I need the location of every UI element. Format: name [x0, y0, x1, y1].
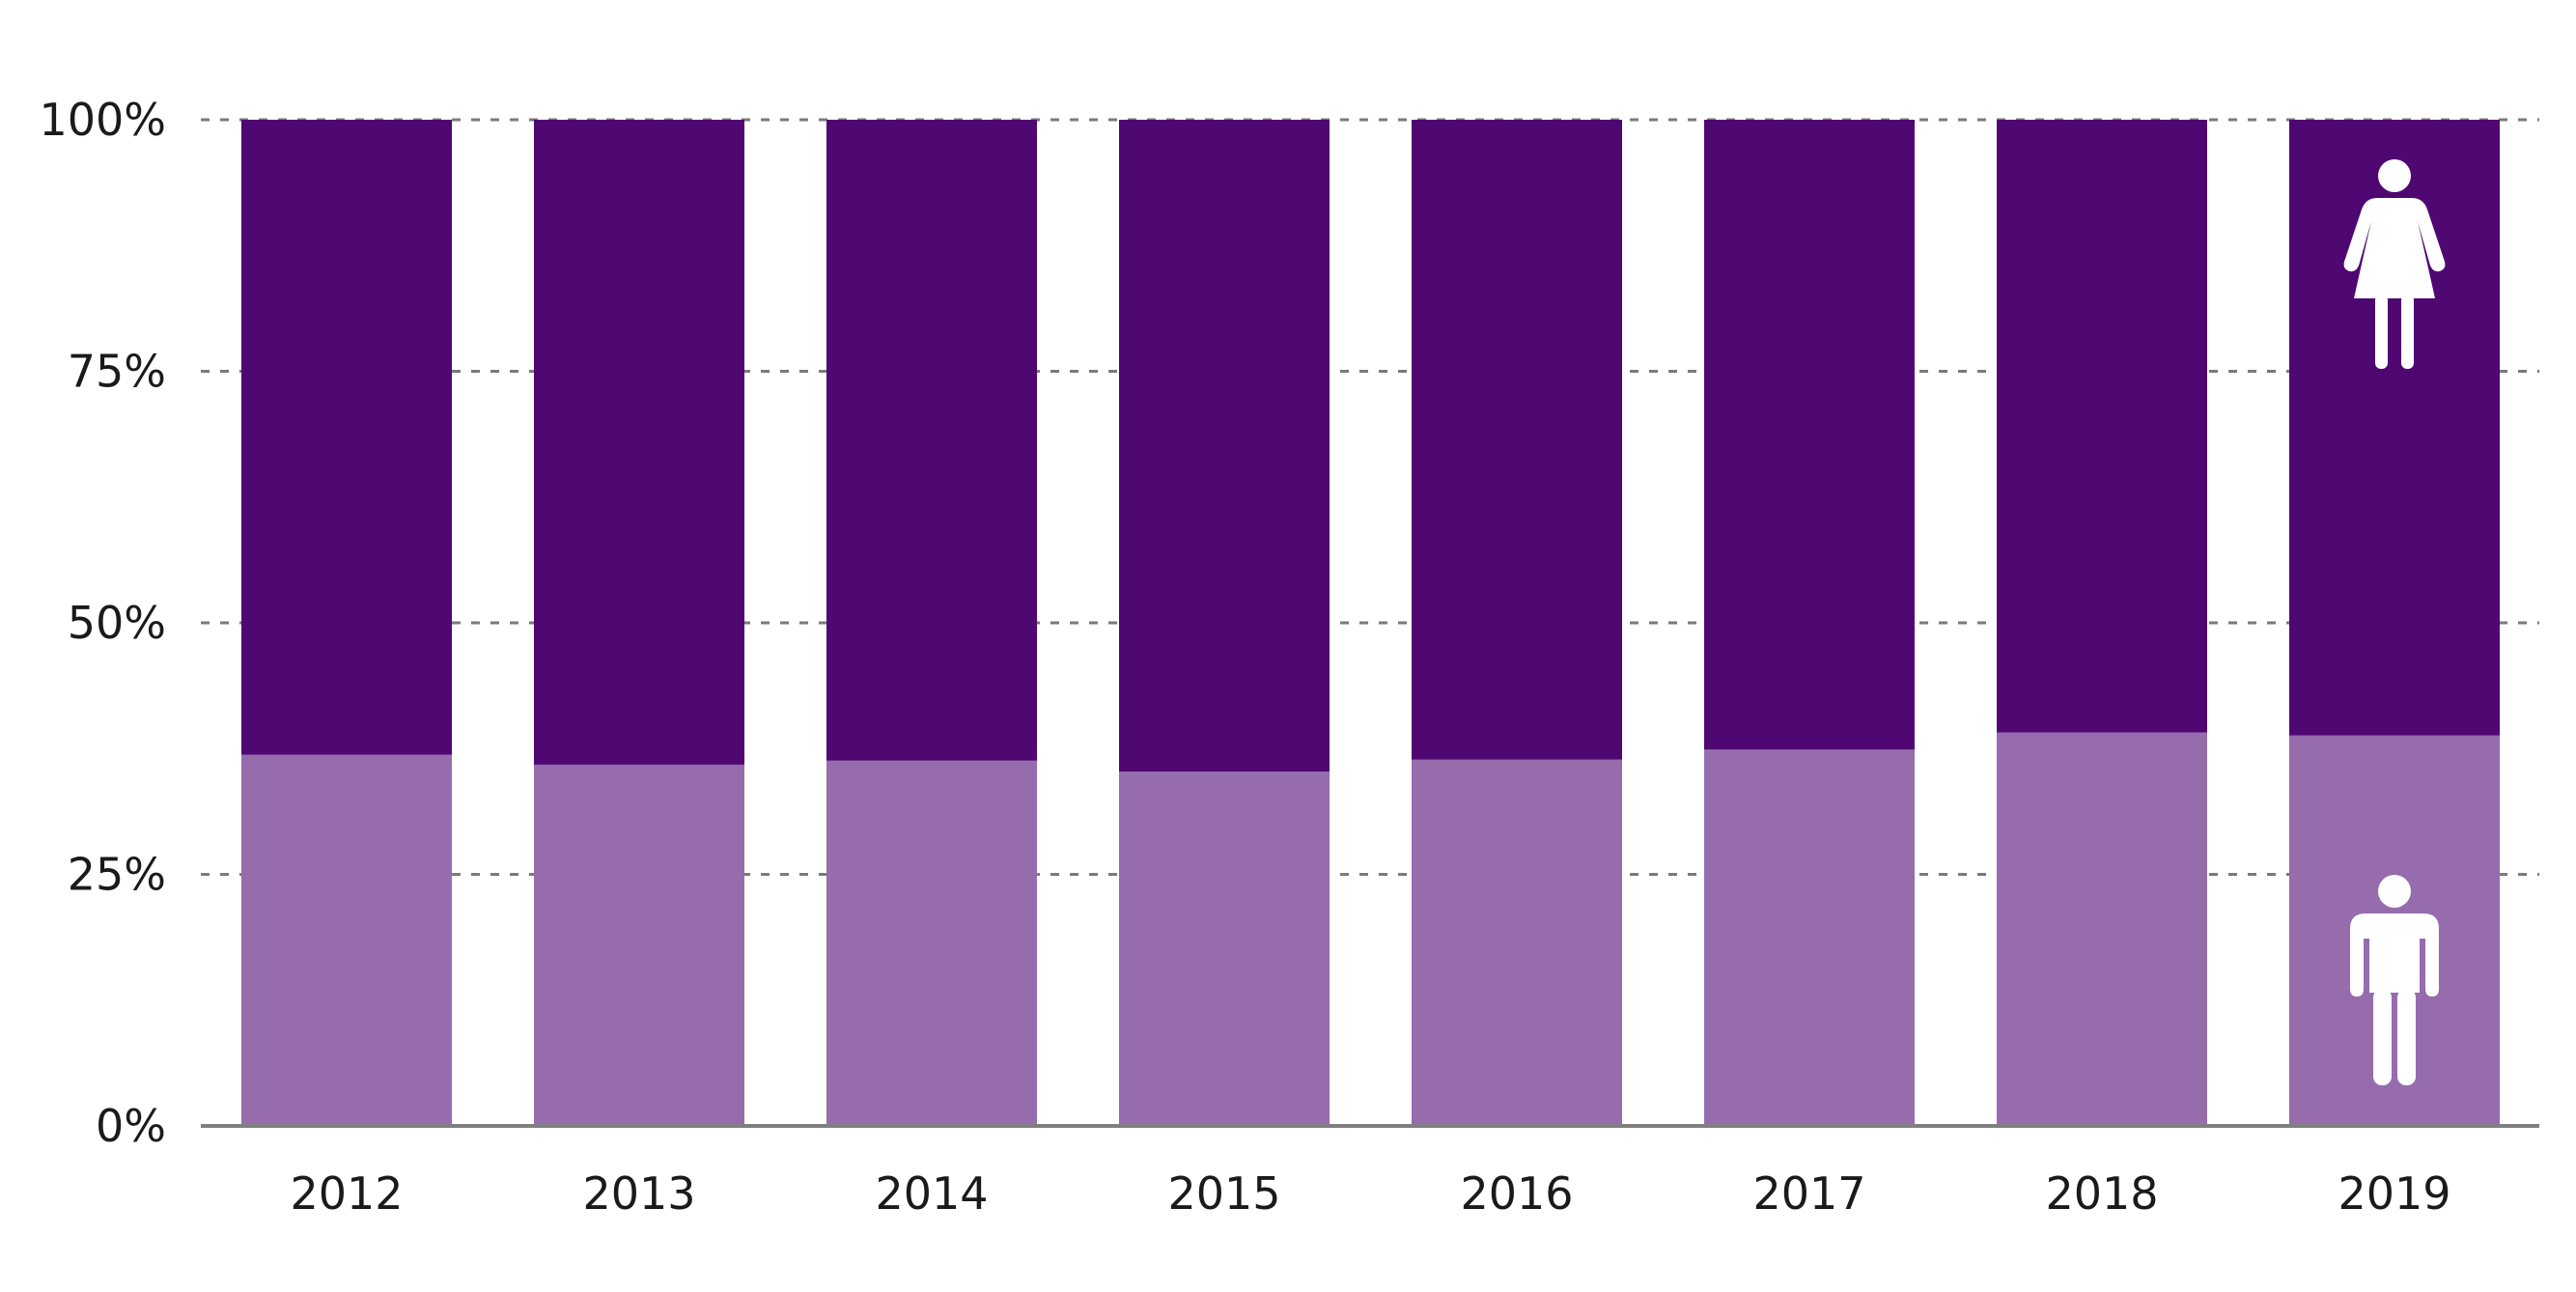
legend-icons — [2343, 159, 2446, 1085]
x-tick-label: 2014 — [875, 1167, 988, 1220]
bar-segment-2014-1 — [826, 120, 1037, 761]
female-person-icon — [2343, 159, 2446, 369]
y-tick-label: 50% — [68, 597, 166, 649]
bar-segment-2015-1 — [1119, 120, 1330, 772]
x-tick-label: 2012 — [290, 1167, 403, 1220]
x-tick-label: 2015 — [1167, 1167, 1280, 1220]
bar-segment-2018-1 — [1997, 120, 2207, 733]
x-tick-label: 2016 — [1460, 1167, 1573, 1220]
bar-segment-2013-1 — [534, 120, 744, 765]
y-tick-label: 25% — [68, 849, 166, 901]
y-tick-label: 75% — [68, 346, 166, 398]
bar-segment-2015-0 — [1119, 772, 1330, 1126]
bar-segment-2012-0 — [241, 754, 452, 1126]
bar-segment-2018-0 — [1997, 732, 2207, 1126]
bar-segment-2016-1 — [1412, 120, 1622, 760]
x-tick-label: 2019 — [2338, 1167, 2450, 1220]
bar-segment-2016-0 — [1412, 759, 1622, 1126]
male-person-icon — [2350, 875, 2439, 1085]
bar-segment-2012-1 — [241, 120, 452, 755]
x-tick-label: 2017 — [1752, 1167, 1865, 1220]
x-tick-label: 2013 — [582, 1167, 695, 1220]
bar-segment-2017-0 — [1704, 749, 1915, 1126]
bars — [241, 120, 2500, 1126]
y-tick-label: 0% — [96, 1100, 166, 1152]
axes: 0% 25% 50% 75% 100% 2012 2013 2014 2015 2016 2017 2… — [39, 94, 2539, 1220]
y-tick-label: 100% — [39, 94, 166, 146]
x-tick-label: 2018 — [2045, 1167, 2158, 1220]
bar-segment-2014-0 — [826, 760, 1037, 1126]
bar-segment-2013-0 — [534, 764, 744, 1126]
bar-segment-2017-1 — [1704, 120, 1915, 750]
